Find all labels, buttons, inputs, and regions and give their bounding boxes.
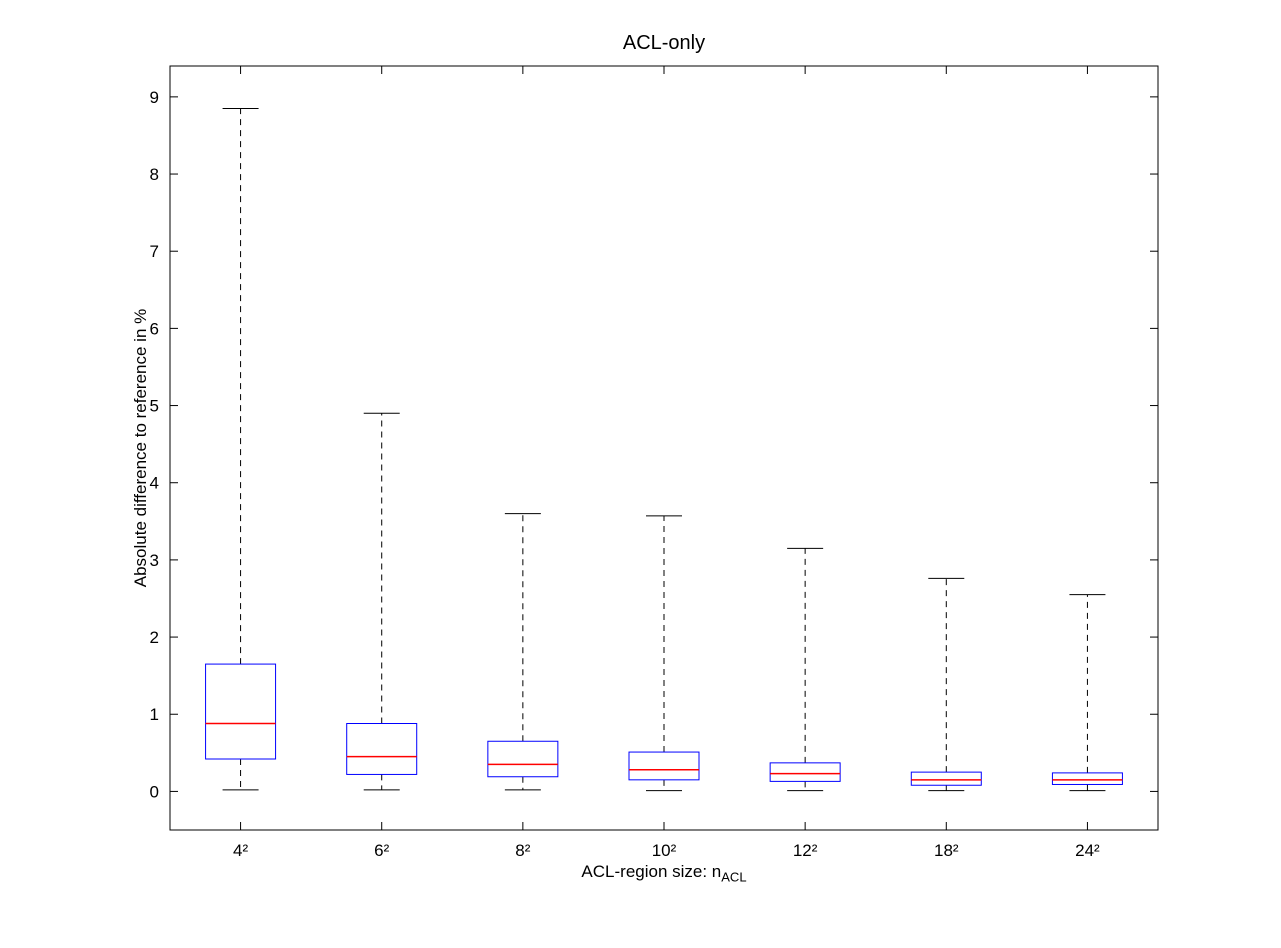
y-tick-label: 6 <box>150 319 159 338</box>
iqr-box <box>769 762 841 782</box>
iqr-box <box>346 723 418 775</box>
iqr-box <box>910 771 982 786</box>
x-tick-label: 6² <box>374 841 389 860</box>
iqr-box <box>205 663 277 760</box>
chart-title: ACL-only <box>622 32 706 54</box>
iqr-box <box>1051 772 1123 785</box>
x-tick-label: 10² <box>652 841 677 860</box>
x-axis-label-subscript: ACL <box>721 869 747 885</box>
y-tick-label: 8 <box>150 165 159 184</box>
y-tick-label: 0 <box>150 782 159 801</box>
y-tick-label: 7 <box>150 242 159 261</box>
x-tick-label: 24² <box>1075 841 1100 860</box>
x-tick-label: 8² <box>515 841 530 860</box>
y-tick-label: 2 <box>150 628 159 647</box>
x-axis-label-main: ACL-region size: n <box>581 862 722 881</box>
iqr-box <box>628 751 700 781</box>
x-tick-label: 4² <box>233 841 248 860</box>
y-tick-label: 1 <box>150 705 159 724</box>
y-tick-label: 4 <box>150 474 159 493</box>
y-tick-label: 9 <box>150 88 159 107</box>
x-tick-label: 12² <box>793 841 818 860</box>
x-axis-label: ACL-region size: nACL <box>170 862 1158 884</box>
iqr-box <box>487 740 559 778</box>
y-tick-label: 3 <box>150 551 159 570</box>
x-tick-label: 18² <box>934 841 959 860</box>
y-tick-label: 5 <box>150 397 159 416</box>
